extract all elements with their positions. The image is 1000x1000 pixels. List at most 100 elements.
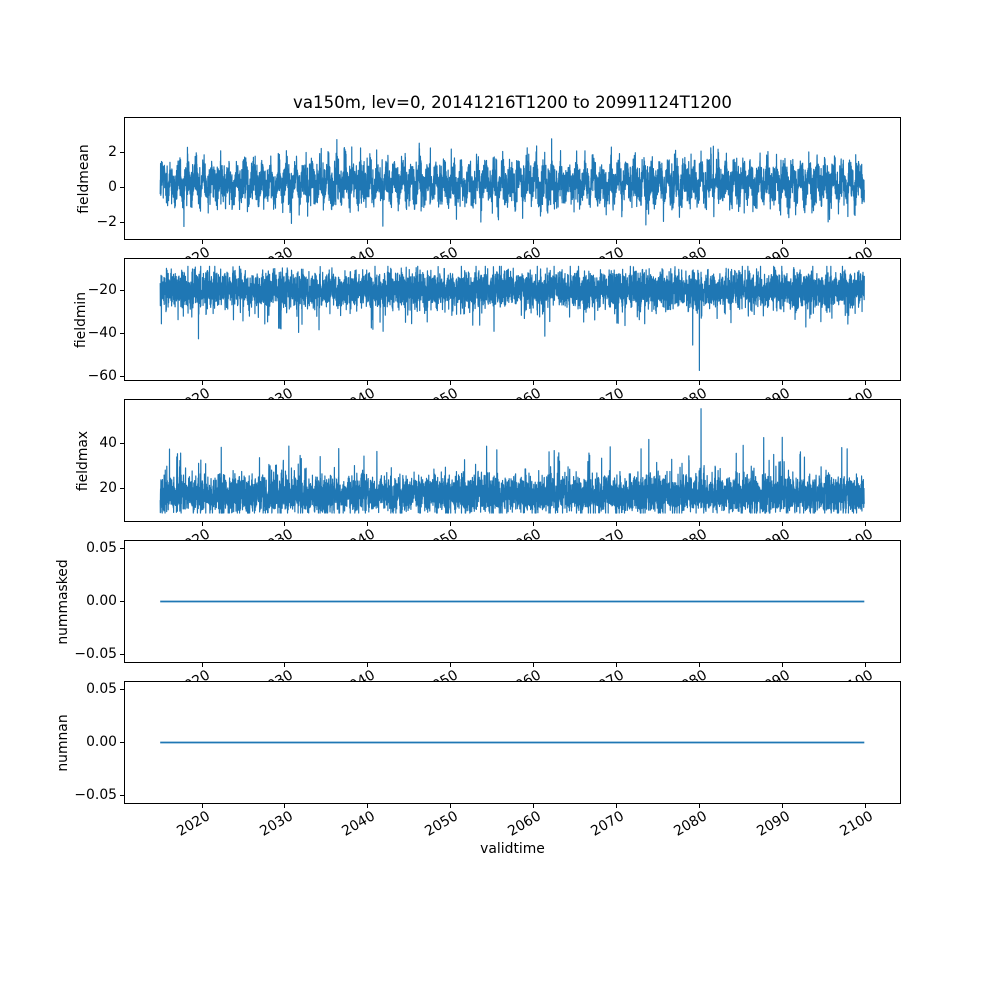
y-tick-mark bbox=[120, 221, 124, 223]
plot-area-fieldmin bbox=[159, 265, 865, 371]
y-tick-label: 2 bbox=[108, 143, 117, 160]
x-tick-mark bbox=[781, 804, 783, 808]
y-tick-mark bbox=[120, 653, 124, 655]
x-tick-mark bbox=[615, 804, 617, 808]
x-tick-mark bbox=[450, 663, 452, 667]
x-tick-mark bbox=[533, 804, 535, 808]
x-tick-label: 2040 bbox=[339, 808, 379, 840]
x-tick-label: 2100 bbox=[836, 808, 876, 840]
x-tick-mark bbox=[450, 240, 452, 244]
y-tick-label: 40 bbox=[99, 434, 117, 451]
subplot-numnan: 0.05 0.00 −0.05 2020 2030 2040 2050 2060 2070 208… bbox=[55, 681, 901, 840]
series-line-fieldmin bbox=[159, 265, 865, 371]
x-tick-mark bbox=[615, 381, 617, 385]
y-tick-label: −40 bbox=[87, 325, 117, 342]
y-tick-mark bbox=[120, 333, 124, 335]
x-tick-mark bbox=[533, 663, 535, 667]
x-tick-label: 2090 bbox=[754, 808, 793, 840]
y-tick-label: −20 bbox=[87, 282, 117, 299]
plot-area-nummasked bbox=[160, 600, 865, 603]
x-tick-mark bbox=[450, 804, 452, 808]
y-tick-label: −0.05 bbox=[74, 786, 117, 803]
y-axis-label-fieldmean: fieldmean bbox=[76, 143, 92, 214]
x-tick-mark bbox=[533, 522, 535, 526]
x-tick-mark bbox=[201, 663, 203, 667]
x-tick-mark bbox=[367, 663, 369, 667]
x-tick-mark bbox=[698, 240, 700, 244]
y-tick-label: 0.05 bbox=[86, 681, 117, 698]
series-line-fieldmax bbox=[159, 408, 865, 514]
x-tick-mark bbox=[450, 522, 452, 526]
x-tick-mark bbox=[781, 240, 783, 244]
y-tick-mark bbox=[120, 548, 124, 550]
x-tick-mark bbox=[367, 381, 369, 385]
x-tick-mark bbox=[533, 240, 535, 244]
x-tick-label: 2050 bbox=[422, 808, 462, 840]
series-line-fieldmean bbox=[159, 138, 865, 228]
x-tick-mark bbox=[864, 804, 866, 808]
x-tick-mark bbox=[284, 804, 286, 808]
y-tick-label: 20 bbox=[99, 480, 117, 497]
x-tick-label: 2060 bbox=[505, 808, 545, 840]
x-tick-mark bbox=[284, 663, 286, 667]
x-tick-label: 2070 bbox=[588, 808, 627, 840]
x-tick-mark bbox=[864, 381, 866, 385]
x-tick-mark bbox=[698, 663, 700, 667]
x-tick-mark bbox=[201, 381, 203, 385]
y-tick-mark bbox=[120, 689, 124, 691]
subplot-fieldmean: 20−2202020302040205020602070208020902100… bbox=[76, 117, 901, 276]
x-tick-mark bbox=[201, 522, 203, 526]
chart-title: va150m, lev=0, 20141216T1200 to 20991124… bbox=[293, 93, 732, 112]
x-tick-label: 2020 bbox=[173, 808, 213, 840]
x-tick-mark bbox=[284, 240, 286, 244]
y-tick-mark bbox=[120, 376, 124, 378]
x-tick-mark bbox=[864, 522, 866, 526]
y-tick-label: 0 bbox=[108, 178, 117, 195]
x-tick-mark bbox=[615, 522, 617, 526]
subplot-fieldmax: 4020202020302040205020602070208020902100… bbox=[75, 399, 901, 558]
y-tick-label: −0.05 bbox=[74, 645, 117, 662]
x-tick-mark bbox=[367, 240, 369, 244]
y-axis-label-numnan: numnan bbox=[55, 713, 71, 772]
y-tick-mark bbox=[120, 601, 124, 602]
y-tick-label: 0.00 bbox=[86, 593, 117, 609]
x-tick-label: 2080 bbox=[671, 808, 710, 840]
subplot-nummasked: 0.050.00−0.05202020302040205020602070208… bbox=[55, 540, 901, 699]
plot-area-fieldmax bbox=[159, 408, 865, 514]
x-tick-mark bbox=[864, 663, 866, 667]
y-tick-label: −2 bbox=[96, 213, 117, 230]
y-axis-label-fieldmin: fieldmin bbox=[73, 291, 89, 348]
plot-area-fieldmean bbox=[159, 138, 865, 228]
x-tick-mark bbox=[450, 381, 452, 385]
y-tick-mark bbox=[120, 151, 124, 153]
x-tick-mark bbox=[367, 522, 369, 526]
x-tick-mark bbox=[367, 804, 369, 808]
x-tick-mark bbox=[201, 804, 203, 808]
y-tick-label: 0.05 bbox=[86, 540, 117, 557]
subplot-fieldmin: −20−40−602020203020402050206020702080209… bbox=[73, 258, 901, 417]
plot-area-numnan bbox=[160, 741, 865, 744]
x-tick-mark bbox=[698, 522, 700, 526]
y-tick-label: −60 bbox=[87, 368, 117, 385]
x-tick-mark bbox=[533, 381, 535, 385]
y-tick-mark bbox=[120, 488, 124, 490]
x-tick-mark bbox=[781, 381, 783, 385]
x-tick-mark bbox=[284, 522, 286, 526]
y-axis-label-fieldmax: fieldmax bbox=[75, 430, 91, 491]
y-tick-mark bbox=[120, 442, 124, 444]
y-tick-mark bbox=[120, 186, 124, 188]
x-tick-mark bbox=[698, 804, 700, 808]
y-tick-label: 0.00 bbox=[86, 734, 117, 750]
x-tick-label: 2030 bbox=[256, 808, 296, 840]
x-tick-mark bbox=[781, 522, 783, 526]
x-axis-label: validtime bbox=[480, 841, 545, 857]
y-tick-mark bbox=[120, 742, 124, 743]
x-tick-mark bbox=[781, 663, 783, 667]
x-tick-mark bbox=[284, 381, 286, 385]
y-tick-mark bbox=[120, 794, 124, 796]
x-tick-mark bbox=[201, 240, 203, 244]
x-tick-mark bbox=[698, 381, 700, 385]
x-tick-mark bbox=[615, 240, 617, 244]
y-axis-label-nummasked: nummasked bbox=[55, 558, 71, 645]
